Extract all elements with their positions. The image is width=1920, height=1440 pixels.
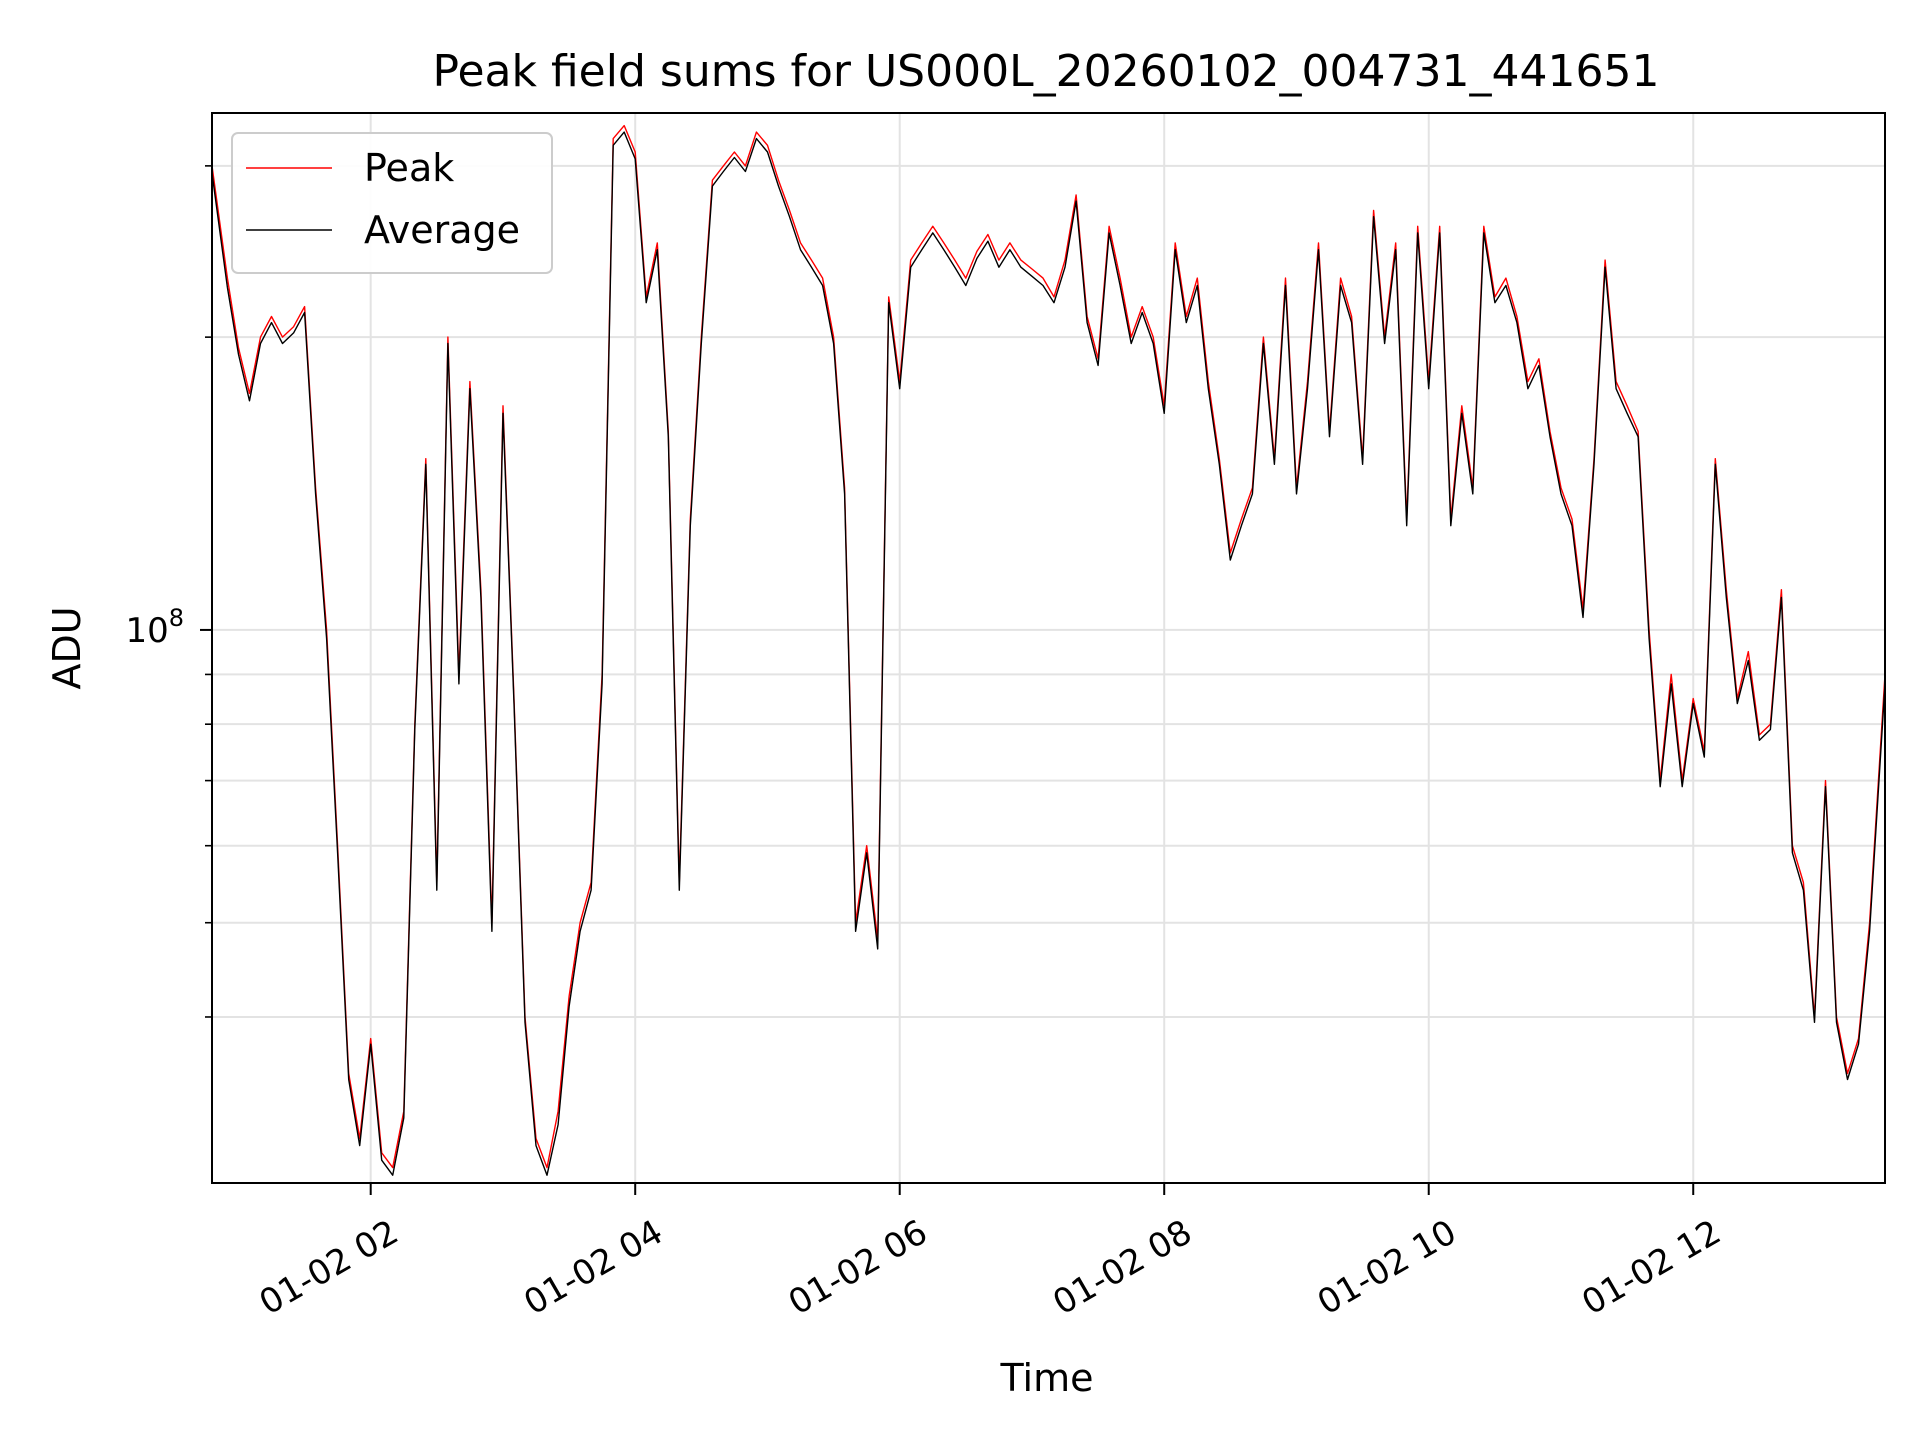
y-axis-label: ADU — [45, 606, 89, 689]
legend-label-peak: Peak — [364, 146, 454, 190]
y-axis: 108 — [125, 165, 212, 1018]
series-layer — [211, 124, 1886, 1176]
legend-label-average: Average — [364, 208, 520, 252]
legend: Peak Average — [231, 132, 553, 274]
series-line-average — [211, 131, 1886, 1176]
y-tick-label: 108 — [125, 604, 184, 651]
grid — [212, 113, 1885, 1183]
x-axis-label: Time — [1000, 1356, 1094, 1400]
plot-frame — [211, 112, 1886, 1184]
chart-title: Peak field sums for US000L_20260102_0047… — [433, 46, 1660, 97]
